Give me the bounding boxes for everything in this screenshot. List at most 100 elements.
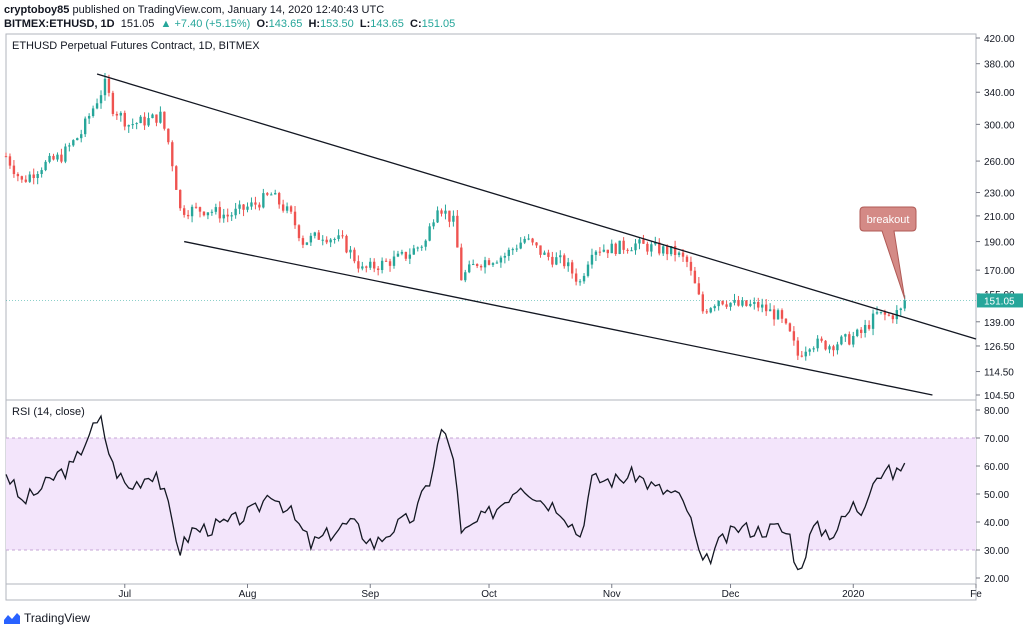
candle-body	[313, 232, 317, 236]
candle	[250, 197, 253, 210]
candle	[859, 327, 863, 339]
candle	[214, 203, 218, 215]
rsi-tick-label: 50.00	[984, 490, 1009, 501]
breakout-callout[interactable]: breakout	[859, 206, 917, 299]
candle-body	[487, 260, 491, 265]
candle	[630, 247, 633, 252]
candle-body	[654, 242, 657, 245]
candle	[293, 206, 297, 229]
candle	[388, 258, 392, 272]
price-tick-label: 126.50	[984, 342, 1015, 353]
candle	[737, 295, 740, 307]
candle	[539, 245, 542, 258]
candle-body	[293, 211, 297, 226]
candle-body	[507, 249, 511, 256]
candle-body	[705, 311, 708, 313]
candle-body	[432, 222, 435, 227]
candle	[471, 259, 475, 266]
candle	[16, 172, 20, 182]
candle-body	[598, 251, 602, 253]
candle-body	[879, 311, 883, 313]
candle-body	[559, 255, 562, 258]
candle	[713, 304, 716, 312]
candle-body	[468, 264, 471, 273]
candle-body	[547, 252, 550, 257]
candle-body	[80, 134, 83, 139]
candle	[376, 265, 380, 276]
rsi-line	[5, 414, 906, 571]
candle-body	[761, 304, 764, 308]
trendline-group[interactable]	[96, 73, 977, 396]
candle	[182, 205, 186, 218]
candle	[91, 105, 95, 118]
candle-body	[182, 208, 186, 215]
tradingview-footer[interactable]: TradingView	[4, 611, 90, 625]
candle	[297, 224, 301, 242]
candle-body	[539, 245, 542, 255]
candle-body	[832, 346, 835, 351]
candle-body	[115, 113, 119, 116]
candle-body	[840, 336, 843, 345]
candle-body	[848, 334, 851, 345]
tradingview-logo-icon	[4, 613, 20, 624]
candle	[729, 302, 732, 311]
candle	[499, 255, 503, 268]
candle-body	[574, 273, 578, 282]
candle-body	[499, 257, 503, 263]
author-name[interactable]: cryptoboy85	[4, 4, 70, 16]
candle-body	[159, 111, 162, 123]
candle-body	[119, 112, 123, 116]
candle-body	[515, 248, 518, 250]
candle-body	[677, 252, 681, 256]
trendline-lower[interactable]	[184, 240, 933, 396]
candle-body	[155, 114, 158, 123]
breakout-callout-shape[interactable]	[859, 206, 917, 299]
candle-body	[32, 174, 35, 179]
candle	[808, 348, 811, 356]
candle	[551, 251, 554, 268]
candle	[210, 209, 214, 216]
candle-body	[749, 303, 752, 306]
candle	[602, 244, 606, 253]
candle	[642, 234, 645, 244]
candle	[424, 239, 427, 251]
open-label: O:	[256, 18, 269, 30]
candle-body	[277, 193, 281, 205]
candle-body	[582, 275, 586, 282]
candle-body	[206, 212, 210, 216]
candle-body	[606, 249, 609, 254]
time-tick-label: 2020	[842, 589, 865, 600]
candle-body	[420, 246, 423, 248]
candle-body	[135, 123, 138, 125]
candle-body	[491, 263, 495, 265]
candle-body	[285, 206, 289, 211]
candle-body	[40, 170, 43, 175]
candle	[369, 257, 372, 270]
candle-body	[721, 300, 724, 305]
candle	[598, 247, 602, 256]
candle-body	[875, 312, 879, 314]
candle-body	[511, 249, 514, 251]
trendline-upper[interactable]	[96, 73, 977, 340]
candle	[507, 247, 511, 261]
rsi-tick-label: 60.00	[984, 462, 1009, 473]
candle-body	[52, 155, 55, 160]
candle-body	[123, 112, 126, 127]
last-price-tag-label: 151.05	[984, 296, 1015, 307]
candle	[452, 210, 455, 227]
candle-body	[147, 118, 150, 126]
candle	[856, 328, 859, 338]
candle	[503, 252, 507, 264]
candle-body	[634, 243, 637, 251]
candle-body	[729, 302, 732, 307]
candle	[844, 333, 847, 342]
candle-body	[519, 242, 522, 249]
candle-body	[408, 254, 412, 259]
candle-body	[194, 206, 198, 208]
candle-body	[48, 155, 51, 162]
candle-body	[586, 264, 590, 276]
candle-body	[483, 260, 487, 268]
candle-body	[333, 238, 336, 240]
candle	[448, 210, 451, 228]
